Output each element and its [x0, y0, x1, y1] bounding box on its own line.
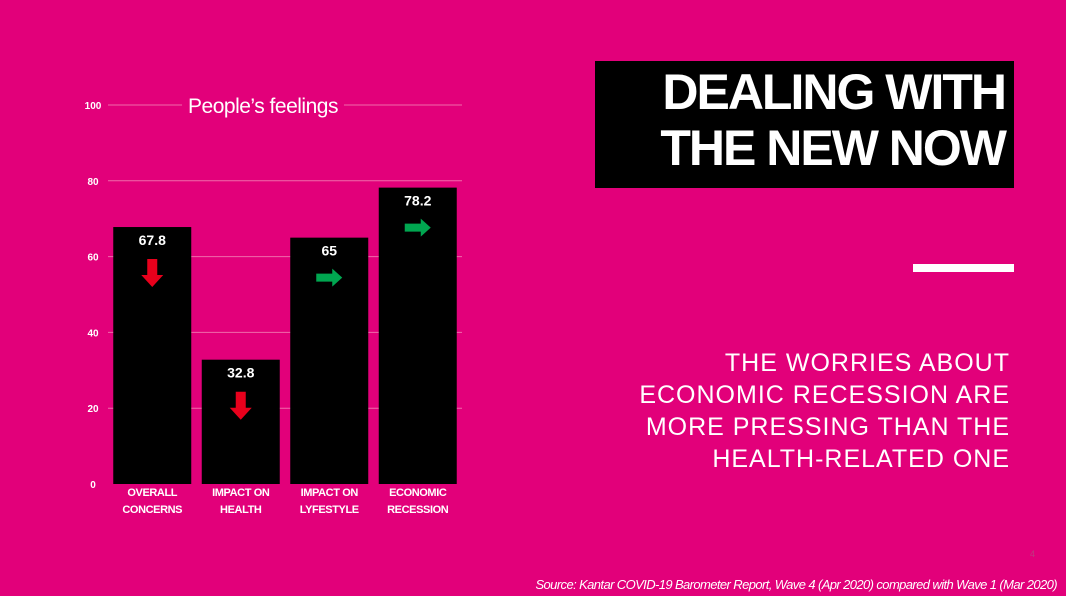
y-tick-label: 40 [87, 328, 99, 339]
y-tick-label: 100 [85, 101, 102, 112]
source-note: Source: Kantar COVID-19 Barometer Report… [535, 577, 1057, 592]
chart-title: People’s feelings [188, 95, 338, 118]
x-tick-label: RECESSION [387, 504, 449, 516]
slide-title-line-2: THE NEW NOW [660, 120, 1007, 176]
key-message-line: HEALTH-RELATED ONE [712, 445, 1010, 473]
bar [378, 187, 457, 484]
key-message: THE WORRIES ABOUT ECONOMIC RECESSION ARE… [590, 347, 1010, 475]
bar [201, 359, 280, 484]
x-tick-label: CONCERNS [122, 504, 182, 516]
x-tick-label: IMPACT ON [301, 487, 359, 499]
right-arrow-icon [404, 218, 431, 237]
x-tick-label: LYFESTYLE [300, 504, 359, 516]
title-box: DEALING WITH THE NEW NOW [595, 61, 1014, 188]
y-tick-label: 80 [87, 177, 99, 188]
data-label: 32.8 [227, 365, 254, 381]
x-tick-label: OVERALL [127, 487, 177, 499]
bottom-rule [0, 596, 1066, 600]
page-number: 4 [1030, 549, 1036, 559]
data-label: 78.2 [404, 193, 431, 209]
chart-title-background [182, 95, 344, 118]
key-message-line: THE WORRIES ABOUT [724, 349, 1010, 377]
x-tick-label: HEALTH [220, 504, 262, 516]
y-tick-label: 20 [87, 404, 99, 415]
key-message-line: MORE PRESSING THAN THE [645, 413, 1010, 441]
key-message-line: ECONOMIC RECESSION ARE [639, 381, 1010, 409]
bar-chart: 0 20 40 60 80 100 People’s feelings 67.8 OVERALL… [85, 95, 462, 516]
down-arrow-icon [141, 259, 164, 288]
right-arrow-icon [316, 268, 343, 287]
divider [913, 264, 1014, 272]
slide-title-line-1: DEALING WITH [662, 64, 1007, 120]
down-arrow-icon [229, 391, 252, 420]
y-tick-label: 60 [87, 253, 99, 264]
x-tick-label: ECONOMIC [389, 487, 447, 499]
x-tick-label: IMPACT ON [212, 487, 270, 499]
data-label: 67.8 [139, 232, 166, 248]
y-tick-label: 0 [90, 480, 96, 491]
data-label: 65 [321, 243, 337, 259]
